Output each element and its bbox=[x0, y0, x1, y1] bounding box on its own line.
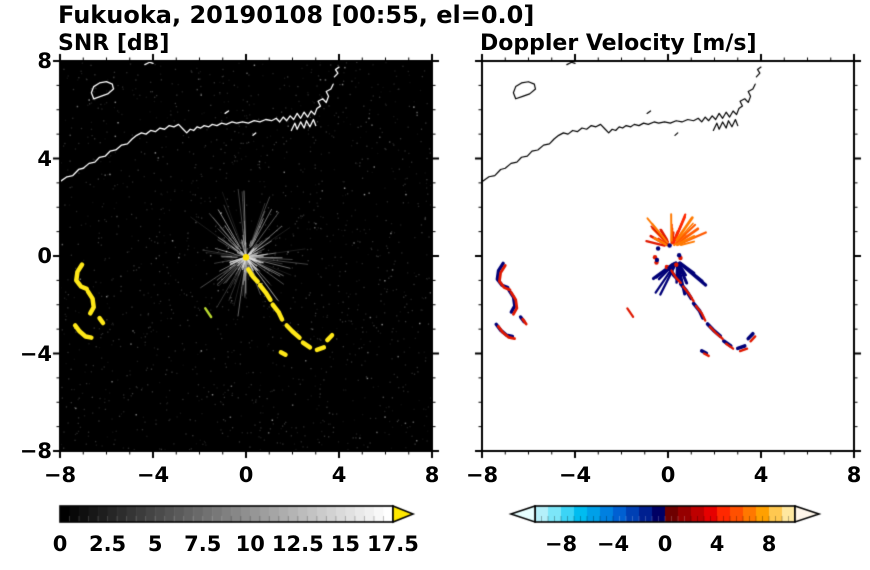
snr-colorbar-tick-label: 12.5 bbox=[271, 532, 324, 556]
y-tick-label: 0 bbox=[37, 244, 52, 268]
x-tick-label: 8 bbox=[846, 463, 862, 487]
x-tick-label: −4 bbox=[558, 463, 592, 487]
y-tick-label: 8 bbox=[37, 49, 52, 73]
main-title: Fukuoka, 20190108 [00:55, el=0.0] bbox=[58, 1, 535, 29]
snr-colorbar-tick-label: 5 bbox=[147, 532, 163, 556]
x-tick-label: −4 bbox=[136, 463, 170, 487]
y-tick-label: 4 bbox=[37, 146, 52, 171]
snr-colorbar-tick-label: 0 bbox=[52, 532, 68, 556]
x-tick-label: 4 bbox=[753, 463, 769, 487]
snr-colorbar bbox=[58, 502, 420, 528]
doppler-colorbar-tick-label: 4 bbox=[709, 532, 725, 556]
snr-colorbar-tick-label: 17.5 bbox=[367, 532, 419, 556]
doppler-colorbar bbox=[507, 502, 823, 528]
x-tick-label: 8 bbox=[424, 463, 440, 487]
snr-colorbar-tick-label: 7.5 bbox=[184, 532, 222, 556]
snr-plot bbox=[46, 47, 446, 465]
doppler-colorbar-tick-label: 0 bbox=[657, 532, 673, 556]
doppler-colorbar-tick-label: −4 bbox=[596, 532, 630, 556]
doppler-plot bbox=[468, 47, 868, 465]
snr-colorbar-tick-label: 10 bbox=[235, 532, 265, 556]
snr-colorbar-tick-label: 2.5 bbox=[88, 532, 127, 556]
y-tick-label: −4 bbox=[19, 341, 52, 366]
x-tick-label: 4 bbox=[331, 463, 347, 487]
x-tick-label: −8 bbox=[43, 463, 77, 487]
y-tick-label: −8 bbox=[19, 439, 52, 463]
doppler-colorbar-tick-label: 8 bbox=[761, 532, 777, 556]
x-tick-label: 0 bbox=[660, 463, 676, 487]
x-tick-label: −8 bbox=[465, 463, 499, 487]
x-tick-label: 0 bbox=[238, 463, 254, 487]
doppler-colorbar-tick-label: −8 bbox=[544, 532, 578, 556]
snr-colorbar-tick-label: 15 bbox=[330, 532, 361, 556]
